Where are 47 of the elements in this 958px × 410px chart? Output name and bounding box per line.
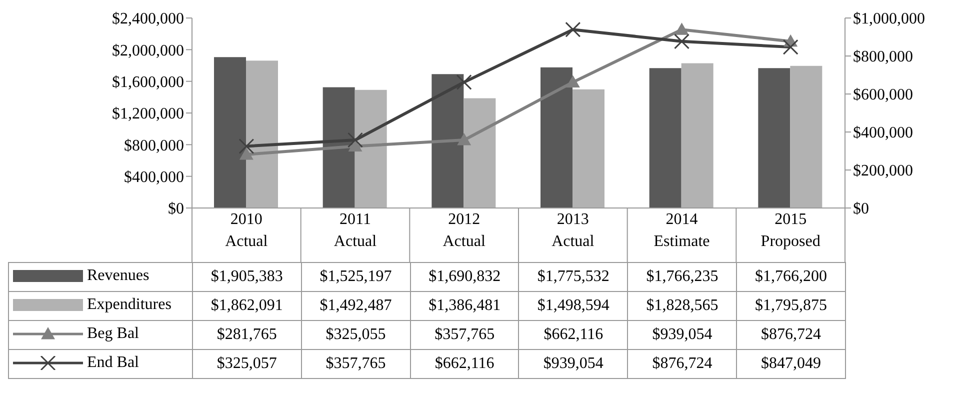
data-label: $1,525,197 [301,262,410,292]
data-label: $847,049 [736,350,846,378]
x-tick-label: 2011 Actual [334,211,378,250]
x-tick-label: 2014 Estimate [654,211,710,250]
data-label: $939,054 [518,350,628,378]
data-label: $876,724 [628,350,737,378]
legend-label: Revenues [87,266,150,284]
y-tick-label: $400,000 [124,169,184,186]
data-label: $325,057 [192,350,302,378]
legend-label: Expenditures [87,296,172,314]
data-label: $1,766,200 [736,262,846,292]
data-label: $1,862,091 [192,292,302,320]
data-label: $325,055 [301,320,410,350]
y-tick-label: $2,400,000 [112,10,184,28]
data-label: $1,766,235 [628,262,737,292]
data-label: $1,795,875 [736,292,846,320]
y2-tick-label: $0 [853,200,869,218]
y-tick-label: $1,600,000 [112,74,184,92]
y-tick-label: $1,200,000 [112,106,184,123]
y2-tick-label: $400,000 [853,124,913,142]
data-label: $1,775,532 [518,262,628,292]
x-tick-label: 2015 Proposed [760,211,820,250]
data-label: $1,828,565 [628,292,737,320]
data-label: $876,724 [736,320,846,350]
legend-label: Beg Bal [87,324,139,342]
data-label: $357,765 [301,350,410,378]
data-label: $1,386,481 [410,292,519,320]
x-tick-label: 2010 Actual [225,211,268,250]
y2-tick-label: $600,000 [853,86,913,104]
data-label: $1,905,383 [192,262,302,292]
y-tick-label: $800,000 [124,137,184,154]
data-label: $357,765 [410,320,519,350]
data-label: $281,765 [192,320,302,350]
legend-label: End Bal [87,354,139,372]
y-tick-label: $0 [168,200,184,218]
data-label: $1,690,832 [410,262,519,292]
data-label: $662,116 [410,350,519,378]
y2-tick-label: $1,000,000 [853,10,925,28]
y2-tick-label: $200,000 [853,162,913,180]
x-tick-label: 2013 Actual [552,211,595,250]
data-label: $662,116 [518,320,628,350]
data-label: $1,498,594 [518,292,628,320]
data-label: $1,492,487 [301,292,410,320]
y-tick-label: $2,000,000 [112,42,184,60]
x-tick-label: 2012 Actual [442,211,486,250]
data-label: $939,054 [628,320,737,350]
y2-tick-label: $800,000 [853,48,913,66]
